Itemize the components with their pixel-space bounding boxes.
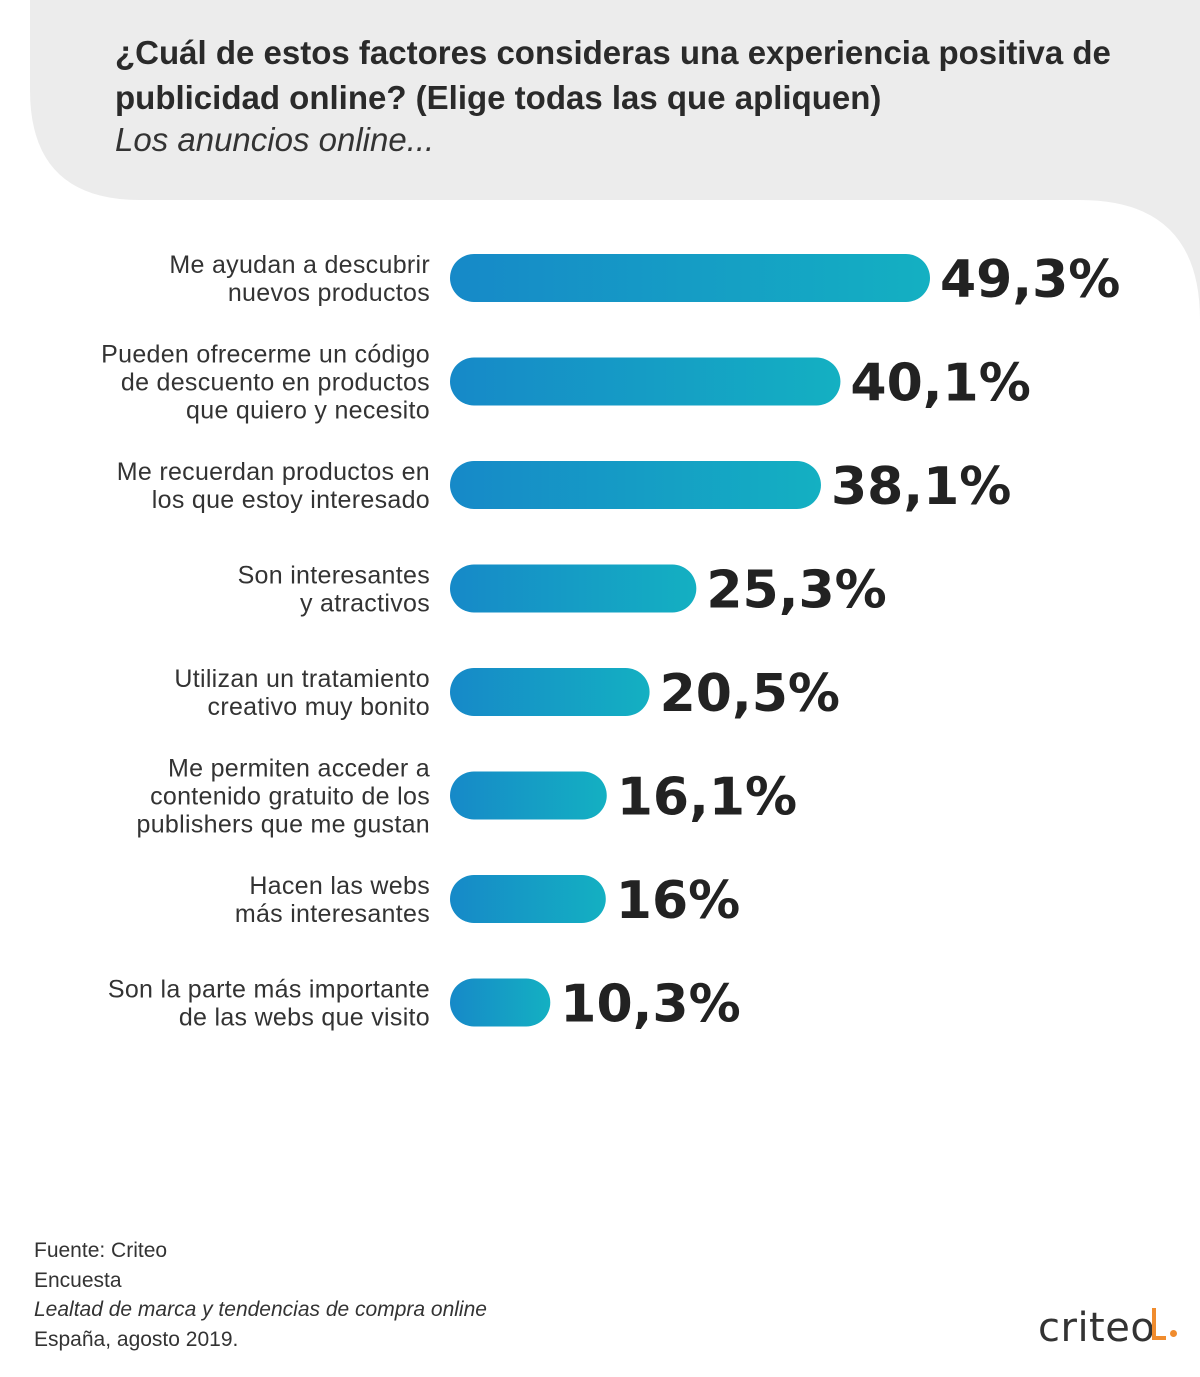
bar (450, 875, 606, 923)
criteo-logo-mark (1152, 1308, 1166, 1340)
category-label-line: que quiero y necesito (186, 397, 430, 425)
category-label-line: Son interesantes (238, 562, 430, 590)
bar-row: Me recuerdan productos en los que estoy i… (117, 457, 1012, 517)
bar (450, 668, 650, 716)
value-label: 16,1% (617, 768, 797, 828)
category-label: Me permiten acceder a contenido gratuito … (137, 755, 431, 839)
bar (450, 461, 821, 509)
source-footer: Fuente: Criteo Encuesta Lealtad de marca… (34, 1236, 487, 1354)
bar-chart: Me ayudan a descubrir nuevos productos 49,… (101, 250, 1120, 1035)
category-label-line: publishers que me gustan (137, 811, 431, 839)
category-label: Hacen las webs más interesantes (235, 872, 430, 928)
footer-place-date: España, agosto 2019. (34, 1327, 239, 1351)
category-label: Utilizan un tratamiento creativo muy boni… (174, 665, 430, 721)
bar-row: Me permiten acceder a contenido gratuito … (137, 755, 798, 839)
criteo-logo-dot (1170, 1330, 1177, 1337)
bar-row: Son interesantes y atractivos 25,3% (238, 561, 887, 621)
category-label-line: de las webs que visito (179, 1004, 430, 1032)
category-label: Son interesantes y atractivos (238, 562, 430, 618)
category-label-line: más interesantes (235, 900, 430, 928)
bar (450, 254, 930, 302)
value-label: 40,1% (850, 354, 1030, 414)
bar-row: Son la parte más importante de las webs q… (108, 975, 741, 1035)
value-label: 10,3% (560, 975, 740, 1035)
chart-subtitle: Los anuncios online... (115, 121, 435, 158)
footer-type: Encuesta (34, 1268, 122, 1292)
bar (450, 357, 841, 406)
category-label: Pueden ofrecerme un código de descuento e… (101, 341, 430, 425)
bar-row: Pueden ofrecerme un código de descuento e… (101, 341, 1031, 425)
category-label-line: de descuento en productos (121, 369, 430, 397)
category-label-line: Son la parte más importante (108, 976, 430, 1004)
bar (450, 771, 607, 820)
value-label: 25,3% (706, 561, 886, 621)
category-label-line: creativo muy bonito (208, 693, 430, 721)
category-label: Son la parte más importante de las webs q… (108, 976, 430, 1032)
category-label-line: Me ayudan a descubrir (169, 251, 430, 279)
bars-layer: Me ayudan a descubrir nuevos productos 49,… (101, 250, 1120, 1035)
bar (450, 978, 551, 1027)
value-label: 20,5% (660, 664, 840, 724)
bar-row: Utilizan un tratamiento creativo muy boni… (174, 664, 840, 724)
category-label-line: y atractivos (300, 590, 430, 618)
category-label-line: Pueden ofrecerme un código (101, 341, 430, 369)
criteo-logo: criteo (1038, 1305, 1156, 1351)
category-label-line: nuevos productos (228, 279, 430, 307)
footer-source: Fuente: Criteo (34, 1239, 168, 1262)
category-label-line: contenido gratuito de los (150, 783, 430, 811)
category-label-line: Me recuerdan productos en (117, 458, 430, 486)
chart-header: ¿Cuál de estos factores consideras una e… (115, 30, 1115, 162)
category-label-line: Me permiten acceder a (168, 755, 430, 783)
footer-study: Lealtad de marca y tendencias de compra … (34, 1298, 487, 1321)
value-label: 38,1% (831, 457, 1011, 517)
category-label: Me ayudan a descubrir nuevos productos (169, 251, 430, 307)
value-label: 49,3% (940, 250, 1120, 310)
chart-title: ¿Cuál de estos factores consideras una e… (115, 34, 1111, 116)
bar-row: Hacen las webs más interesantes 16% (235, 871, 740, 931)
category-label-line: Utilizan un tratamiento (174, 665, 430, 693)
value-label: 16% (616, 871, 740, 931)
category-label-line: Hacen las webs (249, 872, 430, 900)
category-label: Me recuerdan productos en los que estoy i… (117, 458, 430, 514)
bar (450, 564, 697, 613)
bar-row: Me ayudan a descubrir nuevos productos 49,… (169, 250, 1120, 310)
category-label-line: los que estoy interesado (152, 486, 430, 514)
